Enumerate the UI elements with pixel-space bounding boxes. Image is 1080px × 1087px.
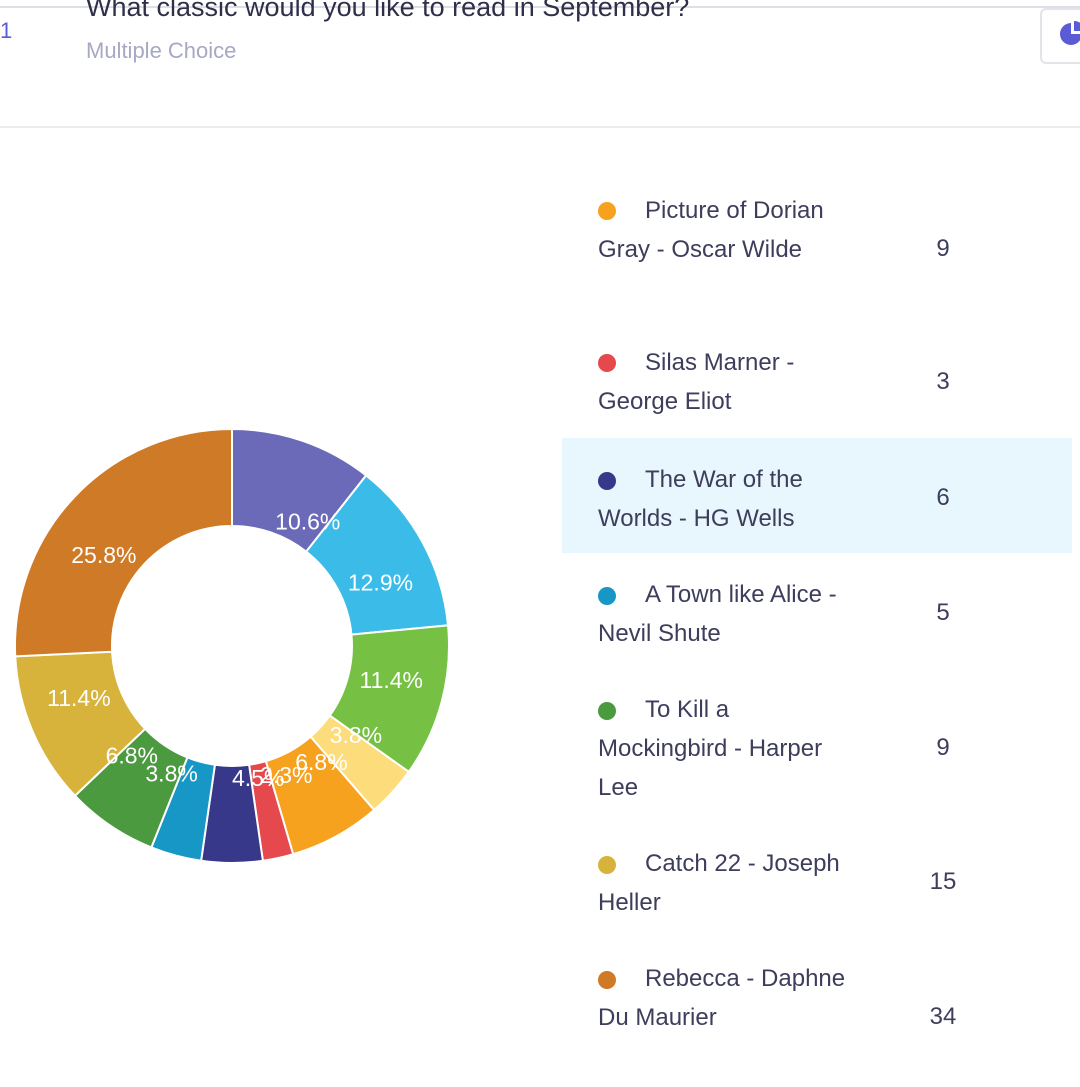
slice-percent-label: 11.4%	[360, 667, 424, 693]
legend-dot	[598, 587, 616, 605]
legend: Picture of Dorian Gray - Oscar Wilde 9 S…	[562, 180, 1072, 1087]
legend-dot	[598, 856, 616, 874]
donut-chart: 10.6%12.9%11.4%3.8%6.8%2.3%4.5%3.8%6.8%1…	[14, 427, 450, 864]
legend-item-silas-marner[interactable]: Silas Marner - George Eliot 3	[562, 328, 1072, 438]
slice-percent-label: 11.4%	[47, 685, 111, 711]
slice-percent-label: 10.6%	[275, 508, 340, 534]
legend-item-label: Silas Marner - George Eliot	[598, 349, 795, 415]
slice-percent-label: 12.9%	[348, 570, 413, 596]
legend-item-count: 5	[936, 599, 950, 626]
slice-percent-label: 2.3%	[260, 762, 312, 788]
slice-percent-label: 25.8%	[71, 542, 136, 568]
donut-slice[interactable]	[14, 427, 233, 658]
pie-chart-icon	[1060, 20, 1080, 45]
legend-item-label: The War of the Worlds - HG Wells	[598, 466, 803, 532]
legend-item-label: Rebecca - Daphne Du Maurier	[598, 965, 846, 1031]
legend-item-count: 34	[929, 1003, 957, 1030]
legend-item-war-of-the-worlds[interactable]: The War of the Worlds - HG Wells 6	[562, 438, 1072, 553]
question-type: Multiple Choice	[86, 38, 237, 63]
slice-percent-label: 3.8%	[330, 722, 382, 748]
legend-dot	[598, 971, 616, 989]
legend-dot	[598, 354, 616, 372]
legend-dot	[598, 202, 616, 220]
legend-item-count: 9	[936, 734, 950, 761]
legend-item-count: 3	[936, 368, 950, 395]
legend-dot	[598, 472, 616, 490]
legend-item-label: Picture of Dorian Gray - Oscar Wilde	[598, 197, 824, 263]
legend-item-mockingbird[interactable]: To Kill a Mockingbird - Harper Lee 9	[562, 668, 1072, 822]
legend-dot	[598, 702, 616, 720]
legend-item-rebecca[interactable]: Rebecca - Daphne Du Maurier 34	[562, 937, 1072, 1087]
slice-percent-label: 6.8%	[106, 742, 158, 768]
legend-item-count: 6	[936, 484, 950, 511]
legend-item-label: Catch 22 - Joseph Heller	[598, 850, 840, 916]
question-number: 1	[0, 18, 13, 43]
legend-item-label: A Town like Alice - Nevil Shute	[598, 581, 837, 647]
legend-item-catch-22[interactable]: Catch 22 - Joseph Heller 15	[562, 822, 1072, 937]
question-title: What classic would you like to read in S…	[86, 0, 690, 22]
legend-item-label: To Kill a Mockingbird - Harper Lee	[598, 696, 823, 801]
legend-item-count: 15	[929, 868, 957, 895]
slice-percent-label: 3.8%	[145, 761, 197, 787]
slice-percent-label: 4.5%	[232, 765, 284, 791]
legend-item-dorian-gray[interactable]: Picture of Dorian Gray - Oscar Wilde 9	[562, 180, 1072, 328]
question-header: 1 What classic would you like to read in…	[0, 0, 1080, 128]
legend-item-town-like-alice[interactable]: A Town like Alice - Nevil Shute 5	[562, 553, 1072, 668]
slice-percent-label: 6.8%	[295, 749, 347, 775]
chart-type-button[interactable]	[1040, 8, 1080, 64]
legend-item-count: 9	[936, 235, 950, 262]
